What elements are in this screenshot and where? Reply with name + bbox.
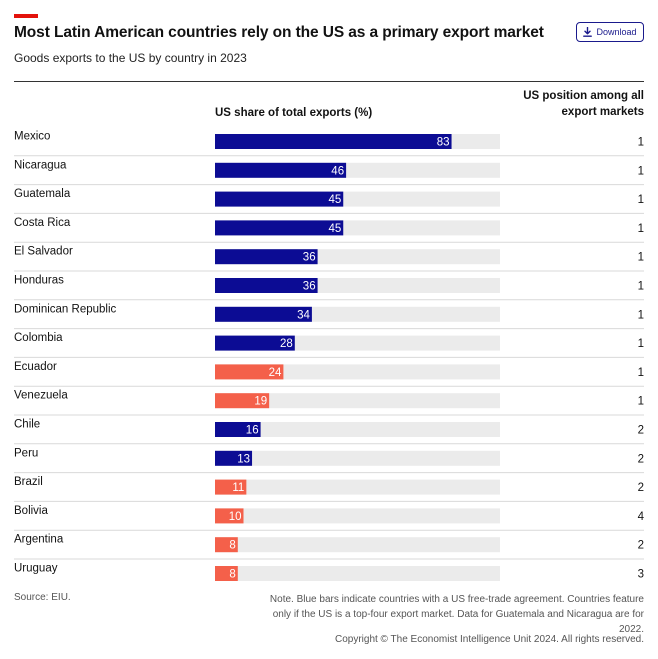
bar-track xyxy=(215,508,500,524)
country-label: Ecuador xyxy=(14,361,57,373)
rank-value: 1 xyxy=(638,137,644,149)
rank-value: 3 xyxy=(638,569,644,581)
bar xyxy=(215,191,344,207)
bar xyxy=(215,364,284,380)
bar xyxy=(215,134,452,149)
download-button[interactable]: Download xyxy=(576,22,644,42)
bar-value-label: 8 xyxy=(229,569,235,581)
bar-value-label: 36 xyxy=(303,252,316,264)
rank-value: 1 xyxy=(638,194,644,206)
country-label: Bolivia xyxy=(14,505,48,517)
bar-track xyxy=(215,537,500,553)
rank-value: 1 xyxy=(638,223,644,235)
country-label: Uruguay xyxy=(14,563,58,575)
rank-value: 1 xyxy=(638,281,644,293)
country-label: Nicaragua xyxy=(14,159,67,171)
chart-subtitle: Goods exports to the US by country in 20… xyxy=(14,51,247,65)
share-column-header: US share of total exports (%) xyxy=(215,107,373,119)
bar-value-label: 83 xyxy=(437,137,450,149)
bar-value-label: 13 xyxy=(237,453,250,465)
bar-value-label: 16 xyxy=(246,425,259,437)
bar-track xyxy=(215,450,500,466)
rank-value: 1 xyxy=(638,252,644,264)
rank-value: 2 xyxy=(638,482,644,494)
country-label: Chile xyxy=(14,419,40,431)
bar-value-label: 45 xyxy=(328,194,341,206)
country-label: Dominican Republic xyxy=(14,303,117,315)
source-text: Source: EIU. xyxy=(14,592,71,603)
rank-value: 1 xyxy=(638,367,644,379)
country-label: Guatemala xyxy=(14,188,71,200)
bar xyxy=(215,450,253,466)
country-label: Colombia xyxy=(14,332,63,344)
country-label: Venezuela xyxy=(14,390,68,402)
bar-value-label: 11 xyxy=(232,482,244,494)
top-rule xyxy=(14,81,644,82)
rank-value: 2 xyxy=(638,540,644,552)
country-label: Peru xyxy=(14,447,38,459)
bar xyxy=(215,220,344,236)
rank-value: 1 xyxy=(638,165,644,177)
bar xyxy=(215,422,261,437)
bar-value-label: 10 xyxy=(229,511,242,523)
download-label: Download xyxy=(596,27,637,37)
rank-value: 2 xyxy=(638,425,644,437)
bar-track xyxy=(215,566,500,581)
country-label: Argentina xyxy=(14,534,64,546)
country-label: Brazil xyxy=(14,476,43,488)
rank-value: 2 xyxy=(638,453,644,465)
bar xyxy=(215,508,244,524)
bar-value-label: 19 xyxy=(254,396,267,408)
country-label: Costa Rica xyxy=(14,217,71,229)
country-label: Mexico xyxy=(14,131,50,143)
bar-track xyxy=(215,479,500,495)
bar xyxy=(215,479,247,495)
bar-value-label: 45 xyxy=(328,223,341,235)
bar-track xyxy=(215,364,500,380)
bar-value-label: 34 xyxy=(297,309,310,321)
country-label: El Salvador xyxy=(14,246,73,258)
copyright-text: Copyright © The Economist Intelligence U… xyxy=(334,634,644,645)
rank-column-header: US position among all export markets xyxy=(523,90,644,118)
bar xyxy=(215,162,347,178)
chart-title: Most Latin American countries rely on th… xyxy=(14,24,544,41)
bar xyxy=(215,537,238,553)
rank-value: 1 xyxy=(638,338,644,350)
bar-value-label: 36 xyxy=(303,281,316,293)
note-text: Note. Blue bars indicate countries with … xyxy=(269,594,644,635)
download-icon xyxy=(583,27,593,37)
accent-line xyxy=(14,14,38,18)
rank-value: 4 xyxy=(638,511,645,523)
bar-value-label: 8 xyxy=(229,540,235,552)
bar xyxy=(215,566,238,581)
bar-value-label: 28 xyxy=(280,338,293,350)
bar xyxy=(215,278,318,293)
bar xyxy=(215,335,295,351)
bar xyxy=(215,249,318,265)
bar xyxy=(215,393,270,409)
bar xyxy=(215,306,312,322)
bar-track xyxy=(215,422,500,437)
bar-track xyxy=(215,393,500,409)
rank-value: 1 xyxy=(638,396,644,408)
bar-value-label: 24 xyxy=(269,367,282,379)
rank-value: 1 xyxy=(638,309,644,321)
bar-value-label: 46 xyxy=(331,165,344,177)
country-label: Honduras xyxy=(14,275,64,287)
